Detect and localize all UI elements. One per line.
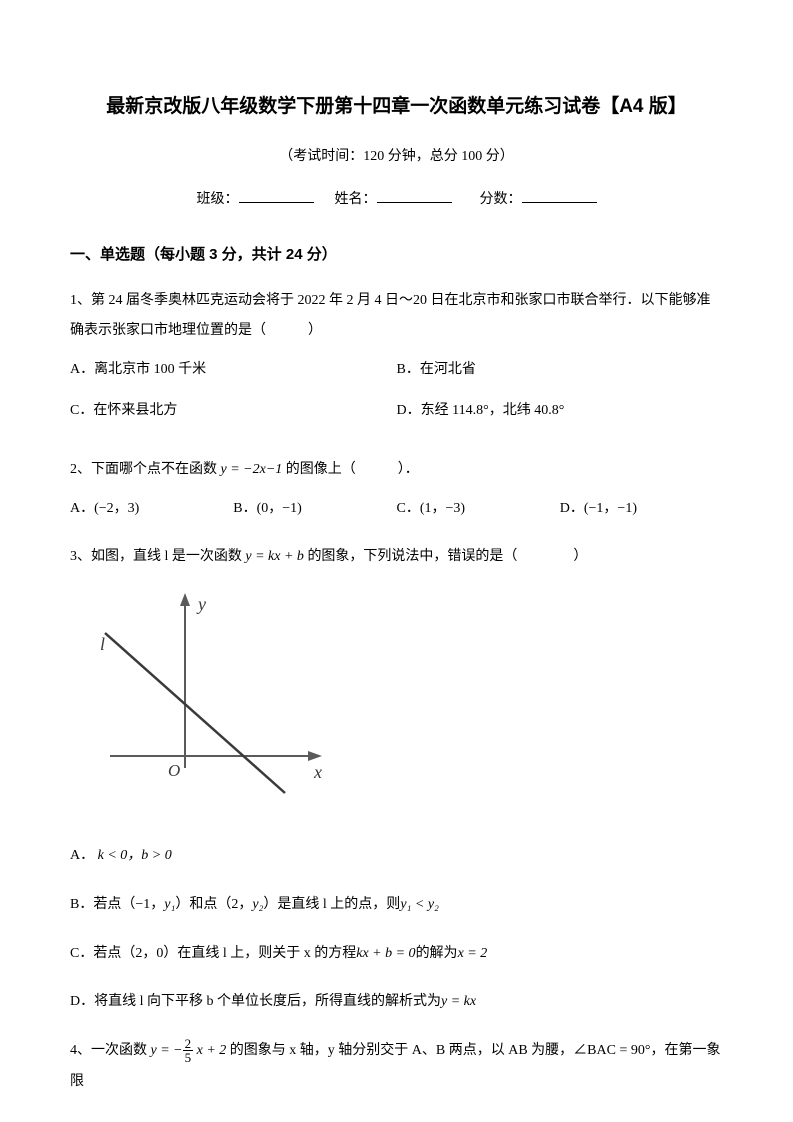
x-arrow	[308, 751, 322, 761]
q3b-p2: ）和点（2，	[175, 897, 252, 912]
q1-opt-a: A．离北京市 100 千米	[70, 355, 397, 386]
q3-options: A． k < 0，b > 0 B．若点（−1，y₁）和点（2，y₂）是直线 l …	[70, 841, 723, 1018]
q3b-p3: ）是直线 l 上的点，则	[263, 897, 400, 912]
q2-text-before: 2、下面哪个点不在函数	[70, 462, 217, 477]
q3c-eq1: kx + b = 0	[356, 946, 415, 961]
q4-fy: y = −	[151, 1043, 183, 1058]
y-label: y	[196, 594, 206, 614]
section-1-header: 一、单选题（每小题 3 分，共计 24 分）	[70, 241, 723, 268]
l-label: l	[100, 634, 105, 654]
score-blank	[522, 189, 597, 203]
question-4: 4、一次函数 y = −25 x + 2 的图象与 x 轴，y 轴分别交于 A、…	[70, 1036, 723, 1098]
q3b-y2: y₂	[252, 897, 263, 912]
name-label: 姓名：	[335, 192, 377, 207]
q4-fraction: 25	[183, 1037, 194, 1064]
q1-text: 1、第 24 届冬季奥林匹克运动会将于 2022 年 2 月 4 日～20 日在…	[70, 286, 723, 348]
q4-p1: 4、一次函数	[70, 1043, 151, 1058]
q3c-p1: C．若点（2，0）在直线 l 上，则关于 x 的方程	[70, 946, 356, 961]
x-label: x	[313, 762, 322, 782]
q3-opt-c: C．若点（2，0）在直线 l 上，则关于 x 的方程kx + b = 0的解为x…	[70, 939, 723, 970]
q2-text: 2、下面哪个点不在函数 y = −2x−1 的图像上（ ）．	[70, 455, 723, 486]
q1-opt-b: B．在河北省	[397, 355, 724, 386]
line-l	[105, 633, 285, 793]
q3-text-after: 的图象，下列说法中，错误的是（ ）	[307, 549, 587, 564]
question-1: 1、第 24 届冬季奥林匹克运动会将于 2022 年 2 月 4 日～20 日在…	[70, 286, 723, 437]
q4-frac-den: 5	[183, 1051, 194, 1064]
q2-formula: y = −2x−1	[221, 462, 283, 477]
q3-opt-d: D．将直线 l 向下平移 b 个单位长度后，所得直线的解析式为y = kx	[70, 987, 723, 1018]
class-label: 班级：	[197, 192, 239, 207]
q2-opt-d: D．(−1，−1)	[560, 494, 723, 525]
class-blank	[239, 189, 314, 203]
q3b-y1: y₁	[164, 897, 175, 912]
q1-opt-c: C．在怀来县北方	[70, 396, 397, 427]
q1-opt-d: D．东经 114.8°，北纬 40.8°	[397, 396, 724, 427]
name-blank	[377, 189, 452, 203]
q3b-p1: B．若点（−1，	[70, 897, 164, 912]
q3-formula: y = kx + b	[245, 549, 304, 564]
q3-graph: y x l O	[90, 588, 723, 821]
origin-label: O	[168, 761, 180, 780]
line-graph-svg: y x l O	[90, 588, 330, 808]
q3d-formula: y = kx	[441, 994, 476, 1009]
q3-opt-a: A． k < 0，b > 0	[70, 841, 723, 872]
q3b-ineq: y₁ < y₂	[400, 897, 439, 912]
q3a-prefix: A．	[70, 848, 94, 863]
q3-text-before: 3、如图，直线 l 是一次函数	[70, 549, 242, 564]
q2-opt-c: C．(1，−3)	[397, 494, 560, 525]
q4-fa: x + 2	[193, 1043, 226, 1058]
q4-frac-num: 2	[183, 1037, 194, 1051]
y-arrow	[180, 593, 190, 606]
student-info-line: 班级： 姓名： 分数：	[70, 187, 723, 212]
q1-options: A．离北京市 100 千米 B．在河北省 C．在怀来县北方 D．东经 114.8…	[70, 355, 723, 437]
q3a-formula: k < 0，b > 0	[98, 848, 172, 863]
q3-opt-b: B．若点（−1，y₁）和点（2，y₂）是直线 l 上的点，则y₁ < y₂	[70, 890, 723, 921]
q3c-eq2: x = 2	[458, 946, 488, 961]
q2-opt-a: A．(−2，3)	[70, 494, 233, 525]
q3d-p1: D．将直线 l 向下平移 b 个单位长度后，所得直线的解析式为	[70, 994, 441, 1009]
exam-subtitle: （考试时间：120 分钟，总分 100 分）	[70, 144, 723, 169]
q2-opt-b: B．(0，−1)	[233, 494, 396, 525]
q2-options: A．(−2，3) B．(0，−1) C．(1，−3) D．(−1，−1)	[70, 494, 723, 525]
exam-title: 最新京改版八年级数学下册第十四章一次函数单元练习试卷【A4 版】	[70, 90, 723, 124]
question-2: 2、下面哪个点不在函数 y = −2x−1 的图像上（ ）． A．(−2，3) …	[70, 455, 723, 525]
q3-text: 3、如图，直线 l 是一次函数 y = kx + b 的图象，下列说法中，错误的…	[70, 542, 723, 573]
q3c-p2: 的解为	[416, 946, 458, 961]
question-3: 3、如图，直线 l 是一次函数 y = kx + b 的图象，下列说法中，错误的…	[70, 542, 723, 1018]
q2-text-after: 的图像上（ ）．	[286, 462, 419, 477]
score-label: 分数：	[480, 192, 522, 207]
